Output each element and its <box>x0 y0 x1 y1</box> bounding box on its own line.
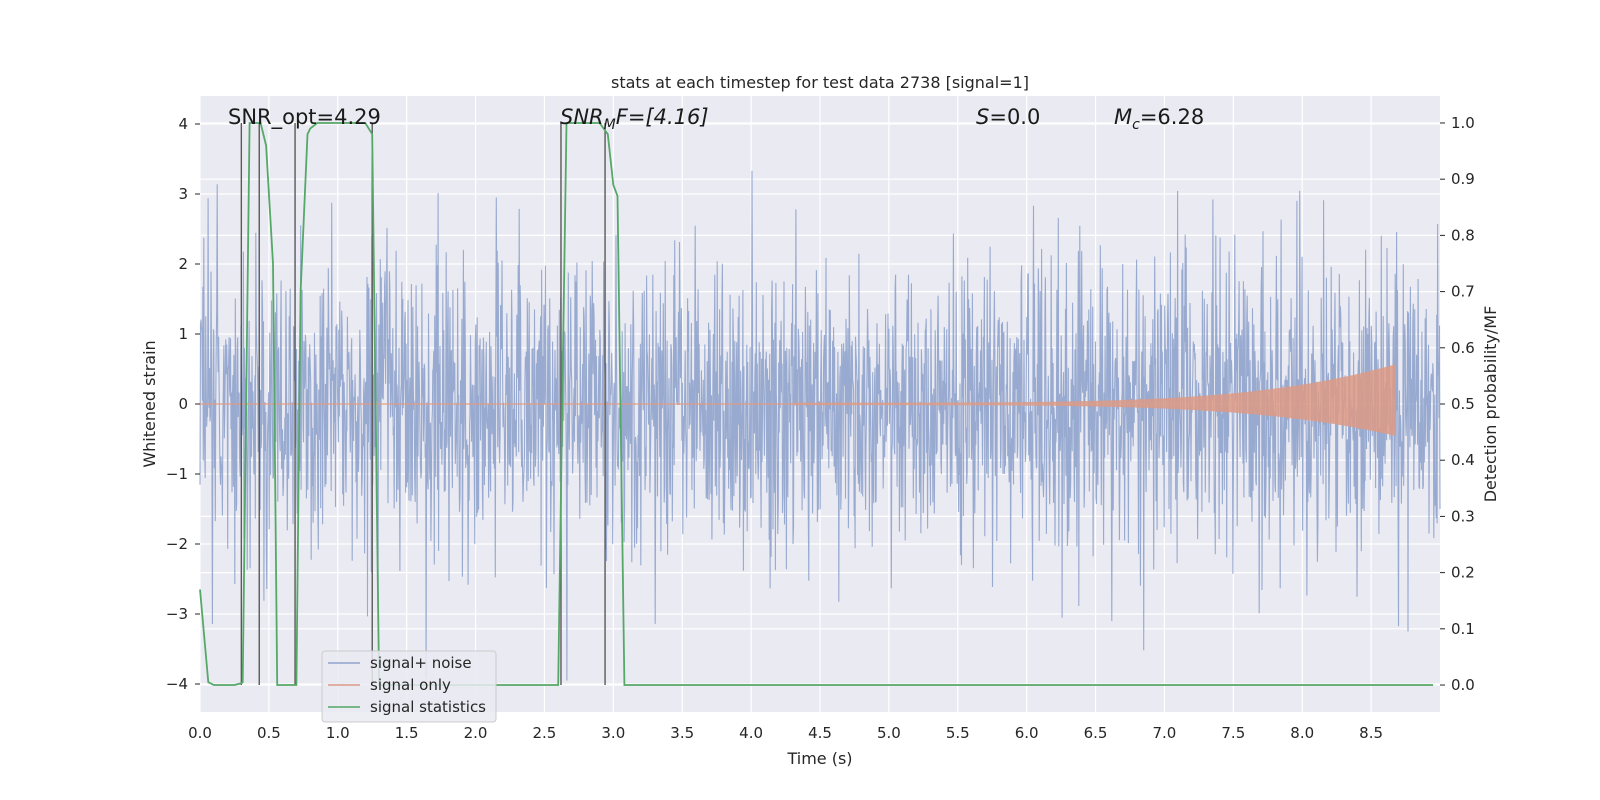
y-tick-label: 3 <box>178 185 188 203</box>
x-tick-label: 6.5 <box>1084 724 1108 742</box>
y2-tick-label: 0.1 <box>1451 620 1475 638</box>
y-tick-label: −2 <box>166 535 188 553</box>
x-tick-label: 1.0 <box>326 724 350 742</box>
x-tick-label: 0.0 <box>188 724 212 742</box>
x-tick-label: 2.0 <box>464 724 488 742</box>
annotation-snr-opt: SNR_opt=4.29 <box>228 105 381 130</box>
annotation-snr-mf-rest: F=[4.16] <box>616 105 709 129</box>
y2-tick-label: 0.0 <box>1451 676 1475 694</box>
chart-title: stats at each timestep for test data 273… <box>611 73 1029 92</box>
y2-axis-label: Detection probability/MF <box>1481 306 1500 503</box>
x-tick-label: 6.0 <box>1015 724 1039 742</box>
legend: signal+ noise signal only signal statist… <box>321 650 497 723</box>
y-tick-label: 1 <box>178 325 188 343</box>
annotation-mc-base: M <box>1114 105 1132 129</box>
y2-tick-label: 0.4 <box>1451 451 1475 469</box>
series-signal-noise <box>199 170 1441 681</box>
y2-tick-label: 0.7 <box>1451 283 1475 301</box>
legend-label-signal-noise: signal+ noise <box>370 654 472 672</box>
signal-only-chirp <box>792 364 1396 436</box>
x-tick-label: 7.0 <box>1153 724 1177 742</box>
annotation-s-base: S <box>976 105 989 129</box>
y2-tick-label: 0.3 <box>1451 507 1475 525</box>
legend-label-signal-statistics: signal statistics <box>370 698 486 716</box>
y-axis-ticks: 4 3 2 1 0 −1 −2 −3 −4 <box>166 115 200 693</box>
x-tick-label: 3.0 <box>601 724 625 742</box>
annotation-snr-mf-base: SNR <box>560 105 604 129</box>
x-tick-label: 5.5 <box>946 724 970 742</box>
y-tick-label: −1 <box>166 465 188 483</box>
x-axis-ticks: 0.0 0.5 1.0 1.5 2.0 2.5 3.0 3.5 4.0 4.5 5.0 5.5 6.0 6… <box>188 724 1383 742</box>
x-axis-label: Time (s) <box>786 749 852 768</box>
annotation-s-rest: =0.0 <box>989 105 1040 129</box>
legend-label-signal-only: signal only <box>370 676 451 694</box>
annotation-mc: Mc=6.28 <box>1114 105 1204 133</box>
signal-statistics-line <box>199 122 1434 686</box>
x-tick-label: 4.5 <box>808 724 832 742</box>
x-tick-label: 2.5 <box>533 724 557 742</box>
y2-tick-label: 1.0 <box>1451 114 1475 132</box>
vertical-markers <box>240 122 606 686</box>
y2-tick-label: 0.9 <box>1451 170 1475 188</box>
y-tick-label: 0 <box>178 395 188 413</box>
annotation-s: S=0.0 <box>976 105 1040 129</box>
y2-tick-label: 0.8 <box>1451 226 1475 244</box>
y-tick-label: 4 <box>178 115 188 133</box>
y2-tick-label: 0.6 <box>1451 339 1475 357</box>
x-tick-label: 8.5 <box>1359 724 1383 742</box>
y2-tick-label: 0.2 <box>1451 564 1475 582</box>
annotation-snr-mf: SNRMF=[4.16] <box>560 105 709 133</box>
annotation-snr-mf-sub: M <box>604 117 616 133</box>
y2-tick-label: 0.5 <box>1451 395 1475 413</box>
y-tick-label: 2 <box>178 255 188 273</box>
x-tick-label: 1.5 <box>395 724 419 742</box>
x-tick-label: 5.0 <box>877 724 901 742</box>
y-tick-label: −4 <box>166 675 188 693</box>
y-axis-label: Whitened strain <box>140 340 159 467</box>
x-tick-label: 4.0 <box>739 724 763 742</box>
y2-axis-ticks: 1.0 0.9 0.8 0.7 0.6 0.5 0.4 0.3 0.2 0.1 0.0 <box>1440 114 1475 694</box>
signal-noise-line <box>199 170 1441 681</box>
x-tick-label: 7.5 <box>1221 724 1245 742</box>
x-tick-label: 3.5 <box>670 724 694 742</box>
legend-box <box>321 650 497 723</box>
y-tick-label: −3 <box>166 605 188 623</box>
annotation-mc-sub: c <box>1132 117 1140 133</box>
series-signal-statistics <box>199 122 1434 686</box>
x-tick-label: 8.0 <box>1290 724 1314 742</box>
annotation-mc-rest: =6.28 <box>1140 105 1204 129</box>
x-tick-label: 0.5 <box>257 724 281 742</box>
